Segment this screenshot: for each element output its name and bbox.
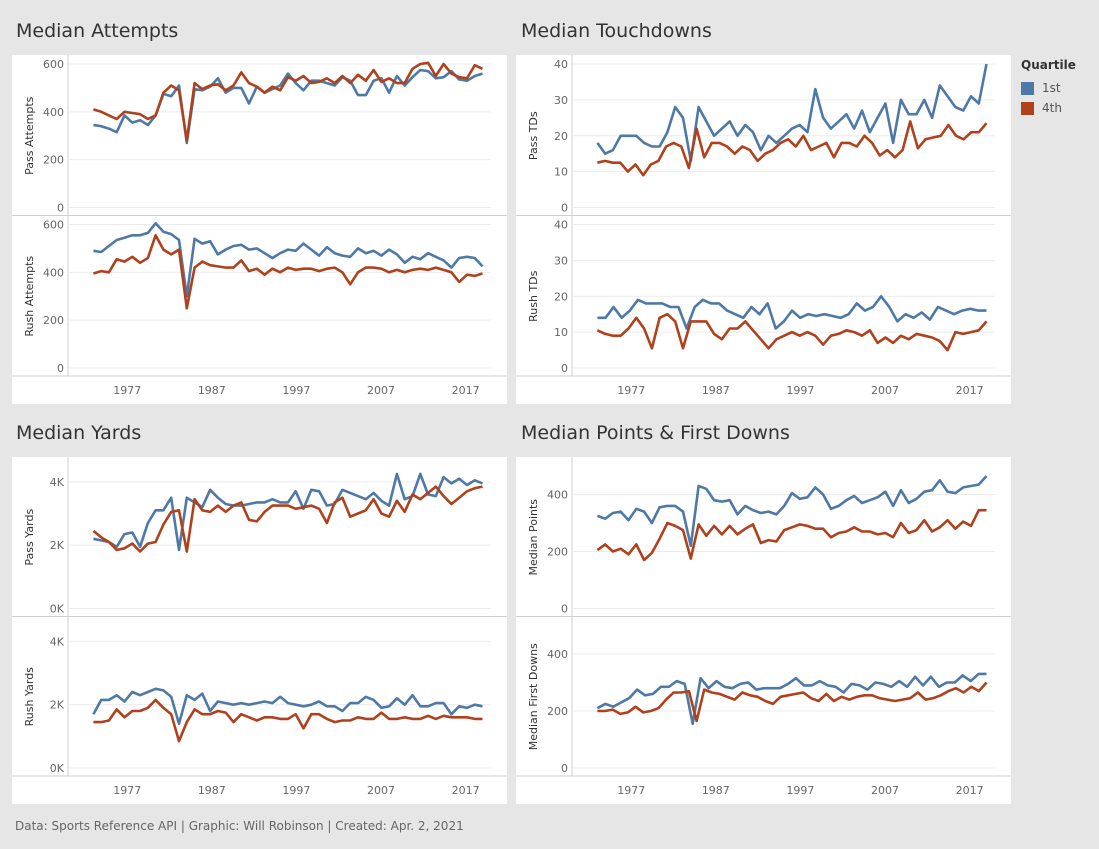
legend-item-4th[interactable]: 4th xyxy=(1021,98,1097,118)
x-tick-label: 1987 xyxy=(198,784,226,797)
y-axis-label: Pass TDs xyxy=(527,111,540,160)
legend-swatch-4th xyxy=(1021,101,1034,115)
chart-svg-points-first-downs: 0 200 400 Median Points 0 200 400 Median First … xyxy=(516,457,1011,797)
y-tick-label: 4K xyxy=(50,476,65,489)
series-line-4th[interactable] xyxy=(93,698,483,743)
y-axis-label: Rush Attempts xyxy=(23,256,36,337)
chart-median-points-first-downs[interactable]: 0 200 400 Median Points 0 200 400 Median First … xyxy=(516,457,1011,804)
chart-svg-attempts: 0 200 400 600 Pass Attempts 0 200 400 600 Rush At… xyxy=(12,55,507,397)
x-tick-label: 1977 xyxy=(113,784,141,797)
x-tick-label: 1987 xyxy=(702,384,730,397)
series-line-1st[interactable] xyxy=(93,222,484,298)
y-axis-label: Pass Yards xyxy=(23,509,36,566)
series-line-4th[interactable] xyxy=(93,234,483,310)
y-axis-label: Pass Attempts xyxy=(23,96,36,175)
x-tick-label: 1997 xyxy=(786,384,814,397)
footer-credits: Data: Sports Reference API | Graphic: Wi… xyxy=(15,819,464,833)
series-line-1st[interactable] xyxy=(596,475,988,548)
y-tick-label: 0 xyxy=(561,202,568,215)
y-tick-label: 0 xyxy=(561,603,568,616)
series-line-4th[interactable] xyxy=(92,485,483,553)
y-tick-label: 2K xyxy=(50,699,65,712)
x-tick-label: 1987 xyxy=(702,784,730,797)
chart-title-points-first-downs: Median Points & First Downs xyxy=(521,422,790,444)
y-tick-label: 0 xyxy=(57,202,64,215)
legend-label-4th: 4th xyxy=(1042,101,1062,115)
y-tick-label: 200 xyxy=(43,314,64,327)
y-tick-label: 400 xyxy=(547,648,568,661)
x-tick-label: 2007 xyxy=(367,384,395,397)
y-tick-label: 200 xyxy=(43,154,64,167)
x-tick-label: 1977 xyxy=(617,784,645,797)
x-tick-label: 1997 xyxy=(786,784,814,797)
series-line-4th[interactable] xyxy=(597,120,988,177)
chart-median-yards[interactable]: 0K 2K 4K Pass Yards 0K 2K 4K Rush Yards 1977 1987… xyxy=(12,457,507,804)
y-tick-label: 600 xyxy=(43,219,64,232)
y-tick-label: 20 xyxy=(554,290,568,303)
y-tick-label: 20 xyxy=(554,130,568,143)
y-axis-label: Rush Yards xyxy=(23,667,36,727)
y-tick-label: 400 xyxy=(43,106,64,119)
y-tick-label: 40 xyxy=(554,58,568,71)
x-tick-label: 2017 xyxy=(956,784,984,797)
y-tick-label: 200 xyxy=(547,705,568,718)
chart-svg-touchdowns: 0 10 20 30 40 Pass TDs 0 10 20 30 40 Rush TDs 1977 19… xyxy=(516,55,1011,397)
series-line-1st[interactable] xyxy=(597,295,987,330)
y-tick-label: 0 xyxy=(57,362,64,375)
x-tick-label: 2017 xyxy=(956,384,984,397)
x-tick-label: 2007 xyxy=(871,384,899,397)
x-tick-label: 2017 xyxy=(452,784,480,797)
y-axis-label: Rush TDs xyxy=(527,270,540,322)
chart-title-attempts: Median Attempts xyxy=(16,20,179,42)
series-line-4th[interactable] xyxy=(597,681,988,723)
legend-item-1st[interactable]: 1st xyxy=(1021,78,1097,98)
series-line-4th[interactable] xyxy=(596,508,987,562)
legend-label-1st: 1st xyxy=(1042,81,1061,95)
y-tick-label: 10 xyxy=(554,326,568,339)
chart-median-attempts[interactable]: 0 200 400 600 Pass Attempts 0 200 400 600 Rush At… xyxy=(12,55,507,404)
x-tick-label: 1977 xyxy=(617,384,645,397)
x-tick-label: 1987 xyxy=(198,384,226,397)
y-axis-label: Median Points xyxy=(527,499,540,576)
y-tick-label: 200 xyxy=(547,546,568,559)
y-tick-label: 4K xyxy=(50,635,65,648)
legend-swatch-1st xyxy=(1021,81,1034,95)
series-line-1st[interactable] xyxy=(93,68,483,145)
y-tick-label: 10 xyxy=(554,166,568,179)
y-tick-label: 0K xyxy=(50,603,65,616)
y-tick-label: 30 xyxy=(554,254,568,267)
y-tick-label: 400 xyxy=(547,489,568,502)
chart-svg-yards: 0K 2K 4K Pass Yards 0K 2K 4K Rush Yards 1977 1987… xyxy=(12,457,507,797)
x-tick-label: 1997 xyxy=(282,384,310,397)
y-tick-label: 0K xyxy=(50,762,65,775)
legend: Quartile 1st 4th xyxy=(1021,58,1097,118)
series-line-4th[interactable] xyxy=(596,312,988,352)
legend-title: Quartile xyxy=(1021,58,1076,72)
x-tick-label: 2007 xyxy=(871,784,899,797)
series-line-1st[interactable] xyxy=(92,687,483,726)
chart-title-touchdowns: Median Touchdowns xyxy=(521,20,712,42)
y-tick-label: 400 xyxy=(43,266,64,279)
x-tick-label: 2007 xyxy=(367,784,395,797)
x-tick-label: 1977 xyxy=(113,384,141,397)
y-tick-label: 600 xyxy=(43,58,64,71)
y-tick-label: 0 xyxy=(561,362,568,375)
series-line-1st[interactable] xyxy=(596,63,988,163)
chart-median-touchdowns[interactable]: 0 10 20 30 40 Pass TDs 0 10 20 30 40 Rush TDs 1977 19… xyxy=(516,55,1011,404)
y-tick-label: 30 xyxy=(554,94,568,107)
series-line-1st[interactable] xyxy=(93,472,483,552)
x-tick-label: 1997 xyxy=(282,784,310,797)
y-tick-label: 2K xyxy=(50,539,65,552)
series-line-1st[interactable] xyxy=(596,672,987,726)
chart-title-yards: Median Yards xyxy=(16,422,142,444)
y-tick-label: 40 xyxy=(554,219,568,232)
y-tick-label: 0 xyxy=(561,762,568,775)
x-tick-label: 2017 xyxy=(452,384,480,397)
y-axis-label: Median First Downs xyxy=(527,643,540,750)
series-line-4th[interactable] xyxy=(93,61,484,142)
